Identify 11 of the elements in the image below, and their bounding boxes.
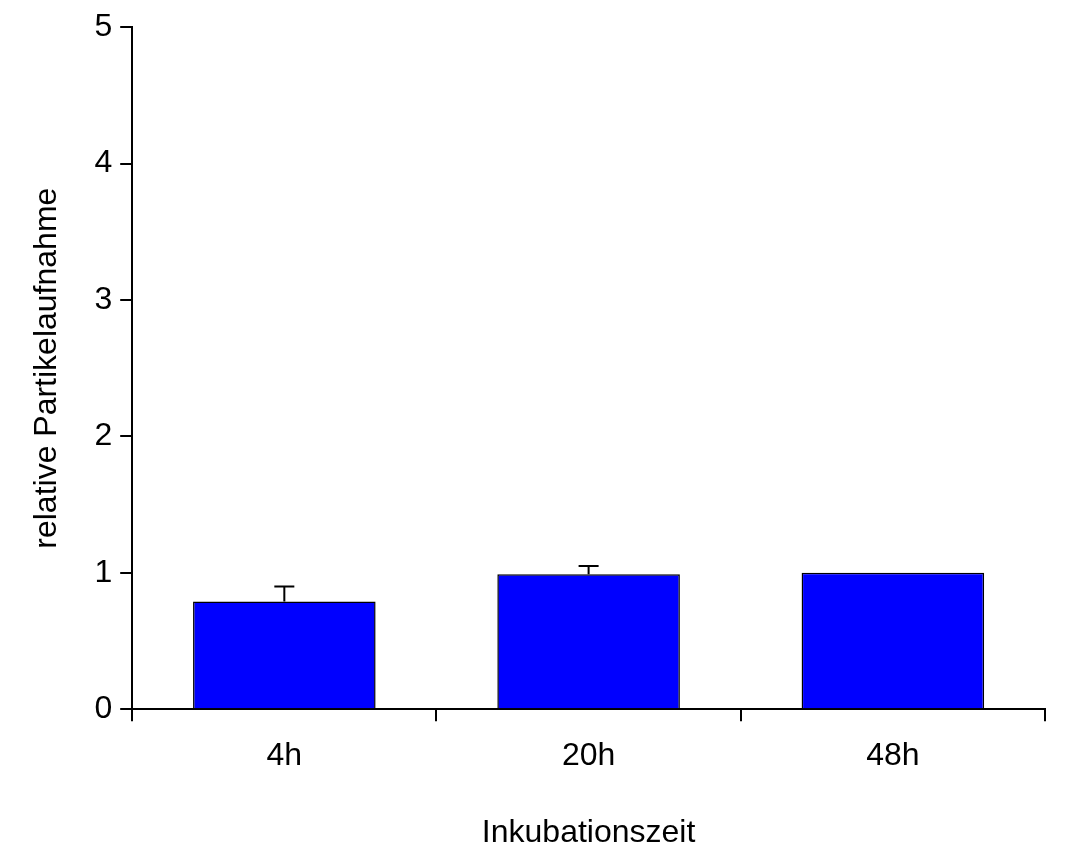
x-axis-title: Inkubationszeit: [481, 812, 696, 849]
y-tick-label: 5: [94, 7, 113, 44]
y-tick-label: 1: [94, 552, 113, 589]
y-tick-label: 3: [94, 279, 113, 316]
y-tick-label: 2: [94, 416, 113, 453]
x-tick-label: 20h: [561, 736, 616, 773]
y-axis-title: relative Partikelaufnahme: [27, 187, 64, 549]
y-tick-label: 0: [94, 689, 113, 726]
x-tick-label: 48h: [866, 736, 920, 773]
x-tick-label: 4h: [266, 736, 303, 773]
y-tick-label: 4: [94, 143, 113, 180]
